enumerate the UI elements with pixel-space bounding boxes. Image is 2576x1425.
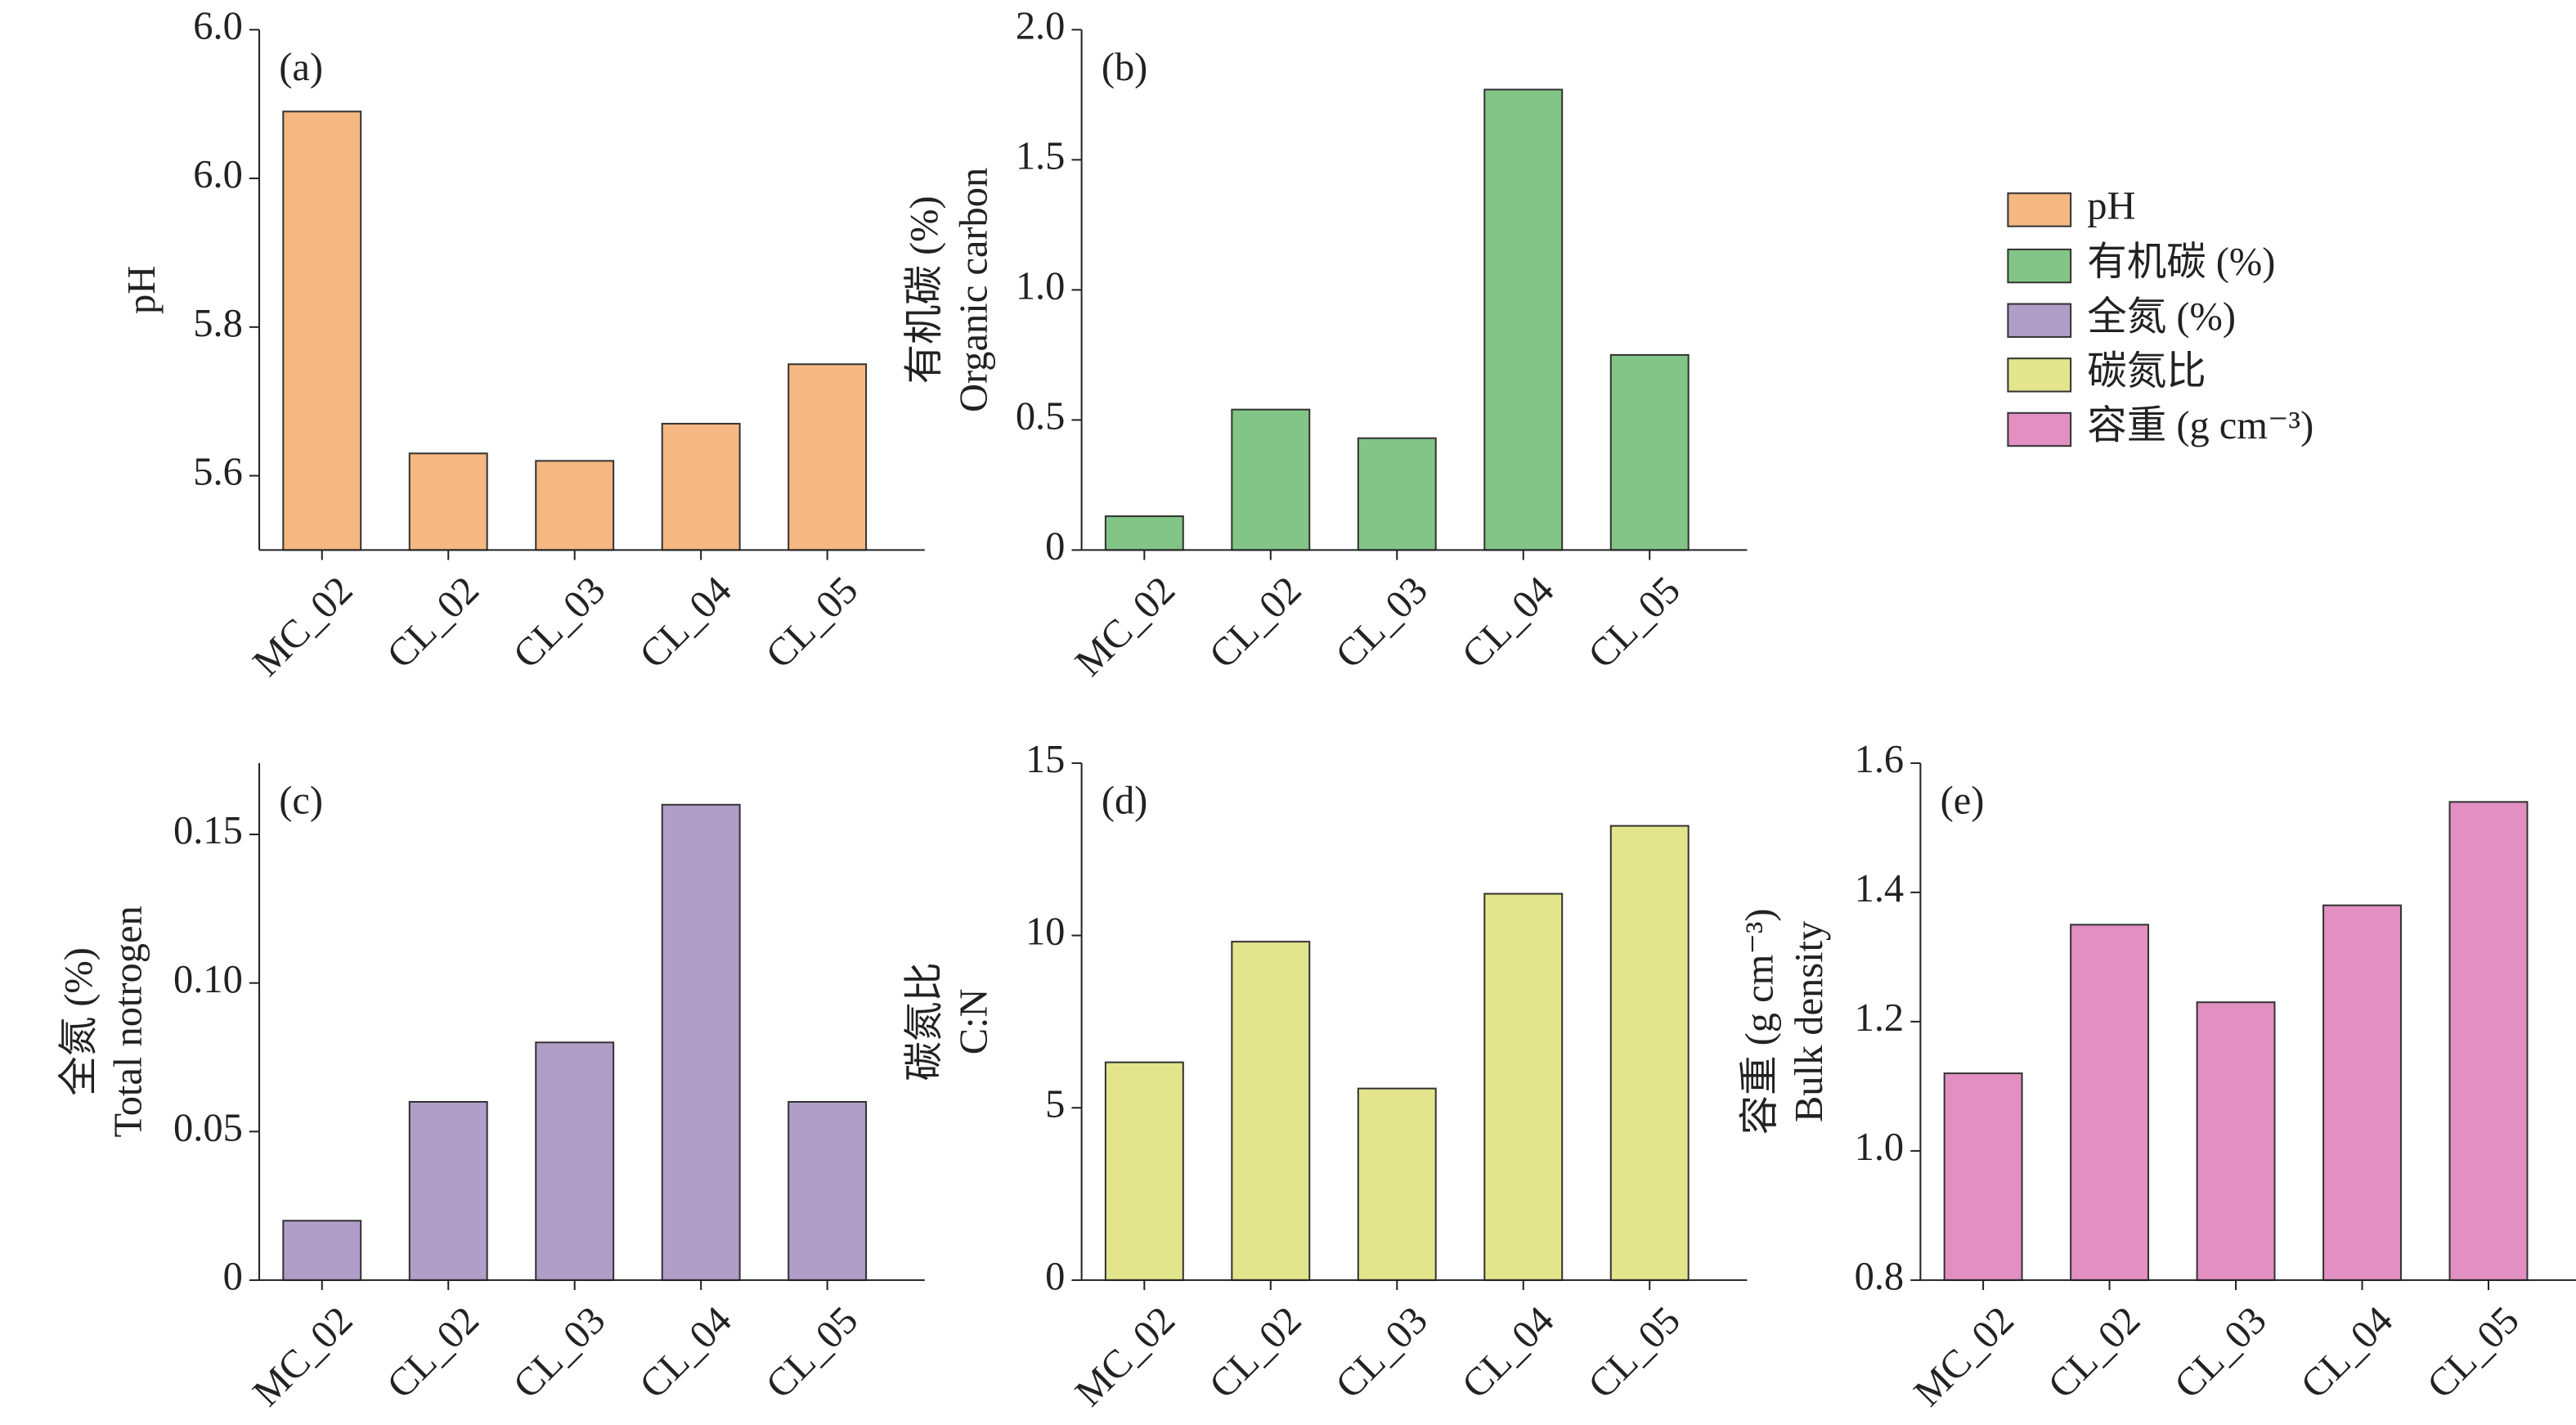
x-tick-label: CL_05 [1580,569,1689,677]
x-tick-label: MC_02 [1067,569,1183,685]
x-tick-label: MC_02 [1067,1298,1183,1414]
y-axis-label: pH [120,266,164,314]
x-tick-label: CL_04 [1454,569,1563,677]
x-tick-label: MC_02 [1906,1298,2022,1414]
x-tick-label: CL_03 [505,569,614,677]
x-tick-label: MC_02 [245,1298,361,1414]
bar [1357,437,1437,551]
bar [788,1100,868,1281]
legend-label: 有机碳 (%) [2087,240,2275,284]
x-tick-label: CL_05 [2419,1298,2528,1407]
legend-label: 全氮 (%) [2087,294,2236,339]
bar [535,460,615,551]
bar [282,110,362,551]
bar [1231,408,1311,551]
y-tick-label: 5.6 [193,451,243,494]
panel-label: (e) [1941,779,1985,822]
bar [408,1100,488,1281]
y-tick-label: 2.0 [1016,4,1066,47]
bar [2070,924,2150,1281]
bar [1483,892,1564,1281]
bar [2448,801,2529,1281]
y-tick-label: 1.0 [1016,265,1066,308]
y-tick-label: 15 [1025,738,1065,781]
x-tick-label: CL_03 [1327,1298,1436,1407]
y-tick-label: 0 [223,1255,243,1298]
x-tick-label: CL_05 [758,569,867,677]
legend-swatch [2007,411,2072,447]
bar [1104,515,1184,551]
y-axis-label: Total notrogen [107,906,150,1137]
y-tick-label: 10 [1025,910,1065,954]
legend-label: 碳氮比 [2087,349,2206,393]
panel-label: (a) [279,46,323,89]
y-axis-label: Bulk density [1788,920,1831,1122]
x-tick-label: CL_05 [1580,1298,1689,1407]
x-tick-label: CL_02 [2040,1298,2149,1407]
y-tick-label: 0.5 [1016,395,1066,438]
x-tick-label: CL_04 [1454,1298,1563,1407]
x-tick-label: CL_03 [1327,569,1436,677]
bar [1104,1061,1184,1281]
legend-label: 容重 (g cm⁻³) [2087,404,2313,447]
y-tick-label: 0 [1045,1255,1065,1298]
y-tick-label: 5.8 [193,302,243,345]
bar [1609,825,1690,1281]
bar [1943,1072,2023,1281]
y-tick-label: 6.0 [193,153,243,196]
bar [1483,88,1564,551]
y-tick-label: 1.0 [1855,1126,1905,1169]
y-tick-label: 5 [1045,1082,1065,1126]
y-tick-label: 0.05 [173,1106,243,1149]
bar [2196,1001,2276,1281]
panel-label: (c) [279,779,323,822]
y-axis-label: 全氮 (%) [56,947,101,1096]
bar [1357,1087,1437,1281]
x-tick-label: CL_02 [1201,569,1310,677]
legend-swatch [2007,248,2072,284]
panel-label: (b) [1102,46,1148,89]
y-tick-label: 1.4 [1855,867,1905,910]
legend-swatch [2007,357,2072,393]
bar [788,363,868,551]
y-tick-label: 1.6 [1855,738,1905,781]
x-tick-label: CL_03 [505,1298,614,1407]
x-tick-label: CL_02 [379,569,487,677]
bar [408,452,488,551]
x-tick-label: CL_02 [1201,1298,1310,1407]
bar [1231,941,1311,1281]
x-tick-label: CL_05 [758,1298,867,1407]
bar [535,1041,615,1281]
x-tick-label: CL_04 [631,1298,740,1407]
y-tick-label: 0.10 [173,958,243,1001]
x-tick-label: CL_04 [631,569,740,677]
legend-swatch [2007,192,2072,227]
bar [1609,353,1690,551]
x-tick-label: MC_02 [245,569,361,685]
y-axis-label: 有机碳 (%) [903,196,946,384]
y-tick-label: 0 [1045,525,1065,569]
legend-label: pH [2087,185,2135,228]
y-tick-label: 0.15 [173,809,243,852]
x-tick-label: CL_02 [379,1298,487,1407]
x-tick-label: CL_03 [2166,1298,2275,1407]
bar [282,1220,362,1281]
y-axis-label: C:N [953,989,996,1055]
y-axis-label: Organic carbon [953,168,996,412]
y-tick-label: 0.8 [1855,1255,1905,1298]
y-tick-label: 1.2 [1855,996,1905,1040]
bar [661,803,741,1281]
panel-label: (d) [1102,779,1148,822]
bar [2322,904,2402,1281]
bar [661,422,741,551]
y-axis-label: 碳氮比 [903,962,946,1081]
y-tick-label: 6.0 [193,4,243,47]
x-tick-label: CL_04 [2293,1298,2402,1407]
legend-swatch [2007,303,2072,338]
y-tick-label: 1.5 [1016,134,1066,178]
y-axis-label: 容重 (g cm⁻³) [1739,908,1782,1135]
